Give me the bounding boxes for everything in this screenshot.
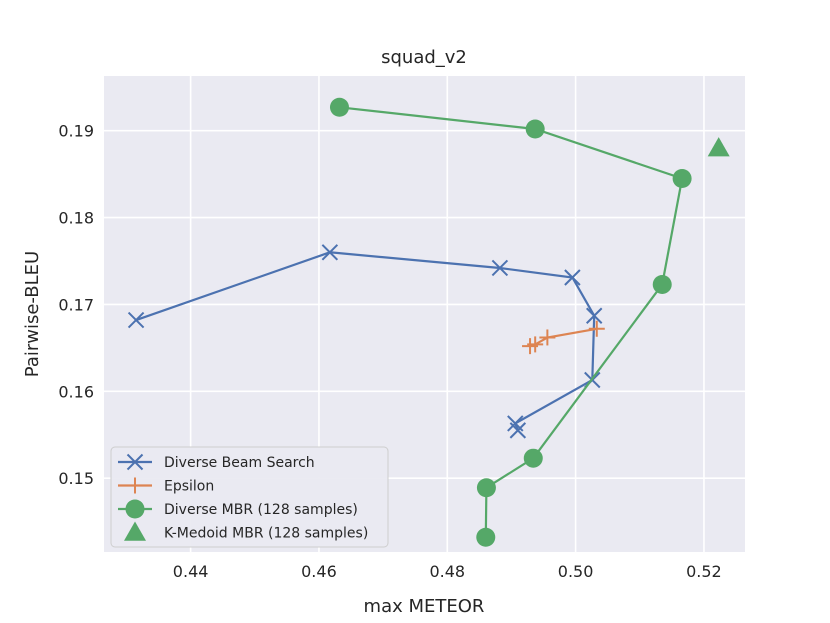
legend-entry: K-Medoid MBR (128 samples) [124,521,368,542]
legend-label: K-Medoid MBR (128 samples) [164,526,368,542]
data-point [476,478,496,498]
legend-box [110,446,389,548]
y-tick-label: 0.16 [58,382,94,401]
x-tick-label: 0.48 [429,562,465,581]
data-point [707,137,730,157]
y-axis-label: Pairwise-BLEU [22,251,43,377]
x-axis-label: max METEOR [364,596,485,617]
x-tick-labels: 0.44 0.46 0.48 0.50 0.52 [173,562,722,581]
data-point [321,244,339,261]
series-2 [329,97,692,547]
legend-label: Epsilon [164,479,214,495]
x-tick-label: 0.52 [686,562,722,581]
y-tick-label: 0.18 [58,209,94,228]
y-tick-labels: 0.15 0.16 0.17 0.18 0.19 [58,122,94,488]
legend-entry: Diverse Beam Search [118,453,315,471]
data-point [127,311,145,329]
data-point [523,448,543,468]
legend-entry: Epsilon [118,477,214,495]
data-point [509,422,527,439]
data-point [525,119,545,139]
grid [104,76,745,552]
legend-marker [125,499,145,519]
legend-marker [126,453,144,471]
legend: Diverse Beam Search Epsilon Diverse MBR (1… [110,446,389,548]
data-point [564,269,581,286]
data-point [588,320,605,337]
data-point [586,307,603,324]
x-tick-label: 0.44 [173,562,209,581]
legend-entry: Diverse MBR (128 samples) [118,499,358,519]
data-point [539,329,556,346]
legend-label: Diverse Beam Search [164,455,315,471]
data-point [329,97,349,117]
legend-label: Diverse MBR (128 samples) [164,502,358,518]
y-tick-label: 0.17 [58,295,94,314]
data-point [491,259,509,277]
legend-marker [124,521,146,541]
series-3 [707,137,730,157]
series-1 [522,320,605,355]
x-tick-label: 0.46 [301,562,337,581]
data-point [672,168,692,188]
legend-marker [127,477,143,494]
data-point [527,336,544,353]
y-tick-label: 0.15 [58,469,94,488]
y-tick-label: 0.19 [58,122,94,141]
x-tick-label: 0.50 [558,562,594,581]
data-point [476,527,496,547]
series-group [127,97,730,547]
chart-title: squad_v2 [381,47,467,68]
series-line [135,251,596,431]
data-point [652,274,672,294]
